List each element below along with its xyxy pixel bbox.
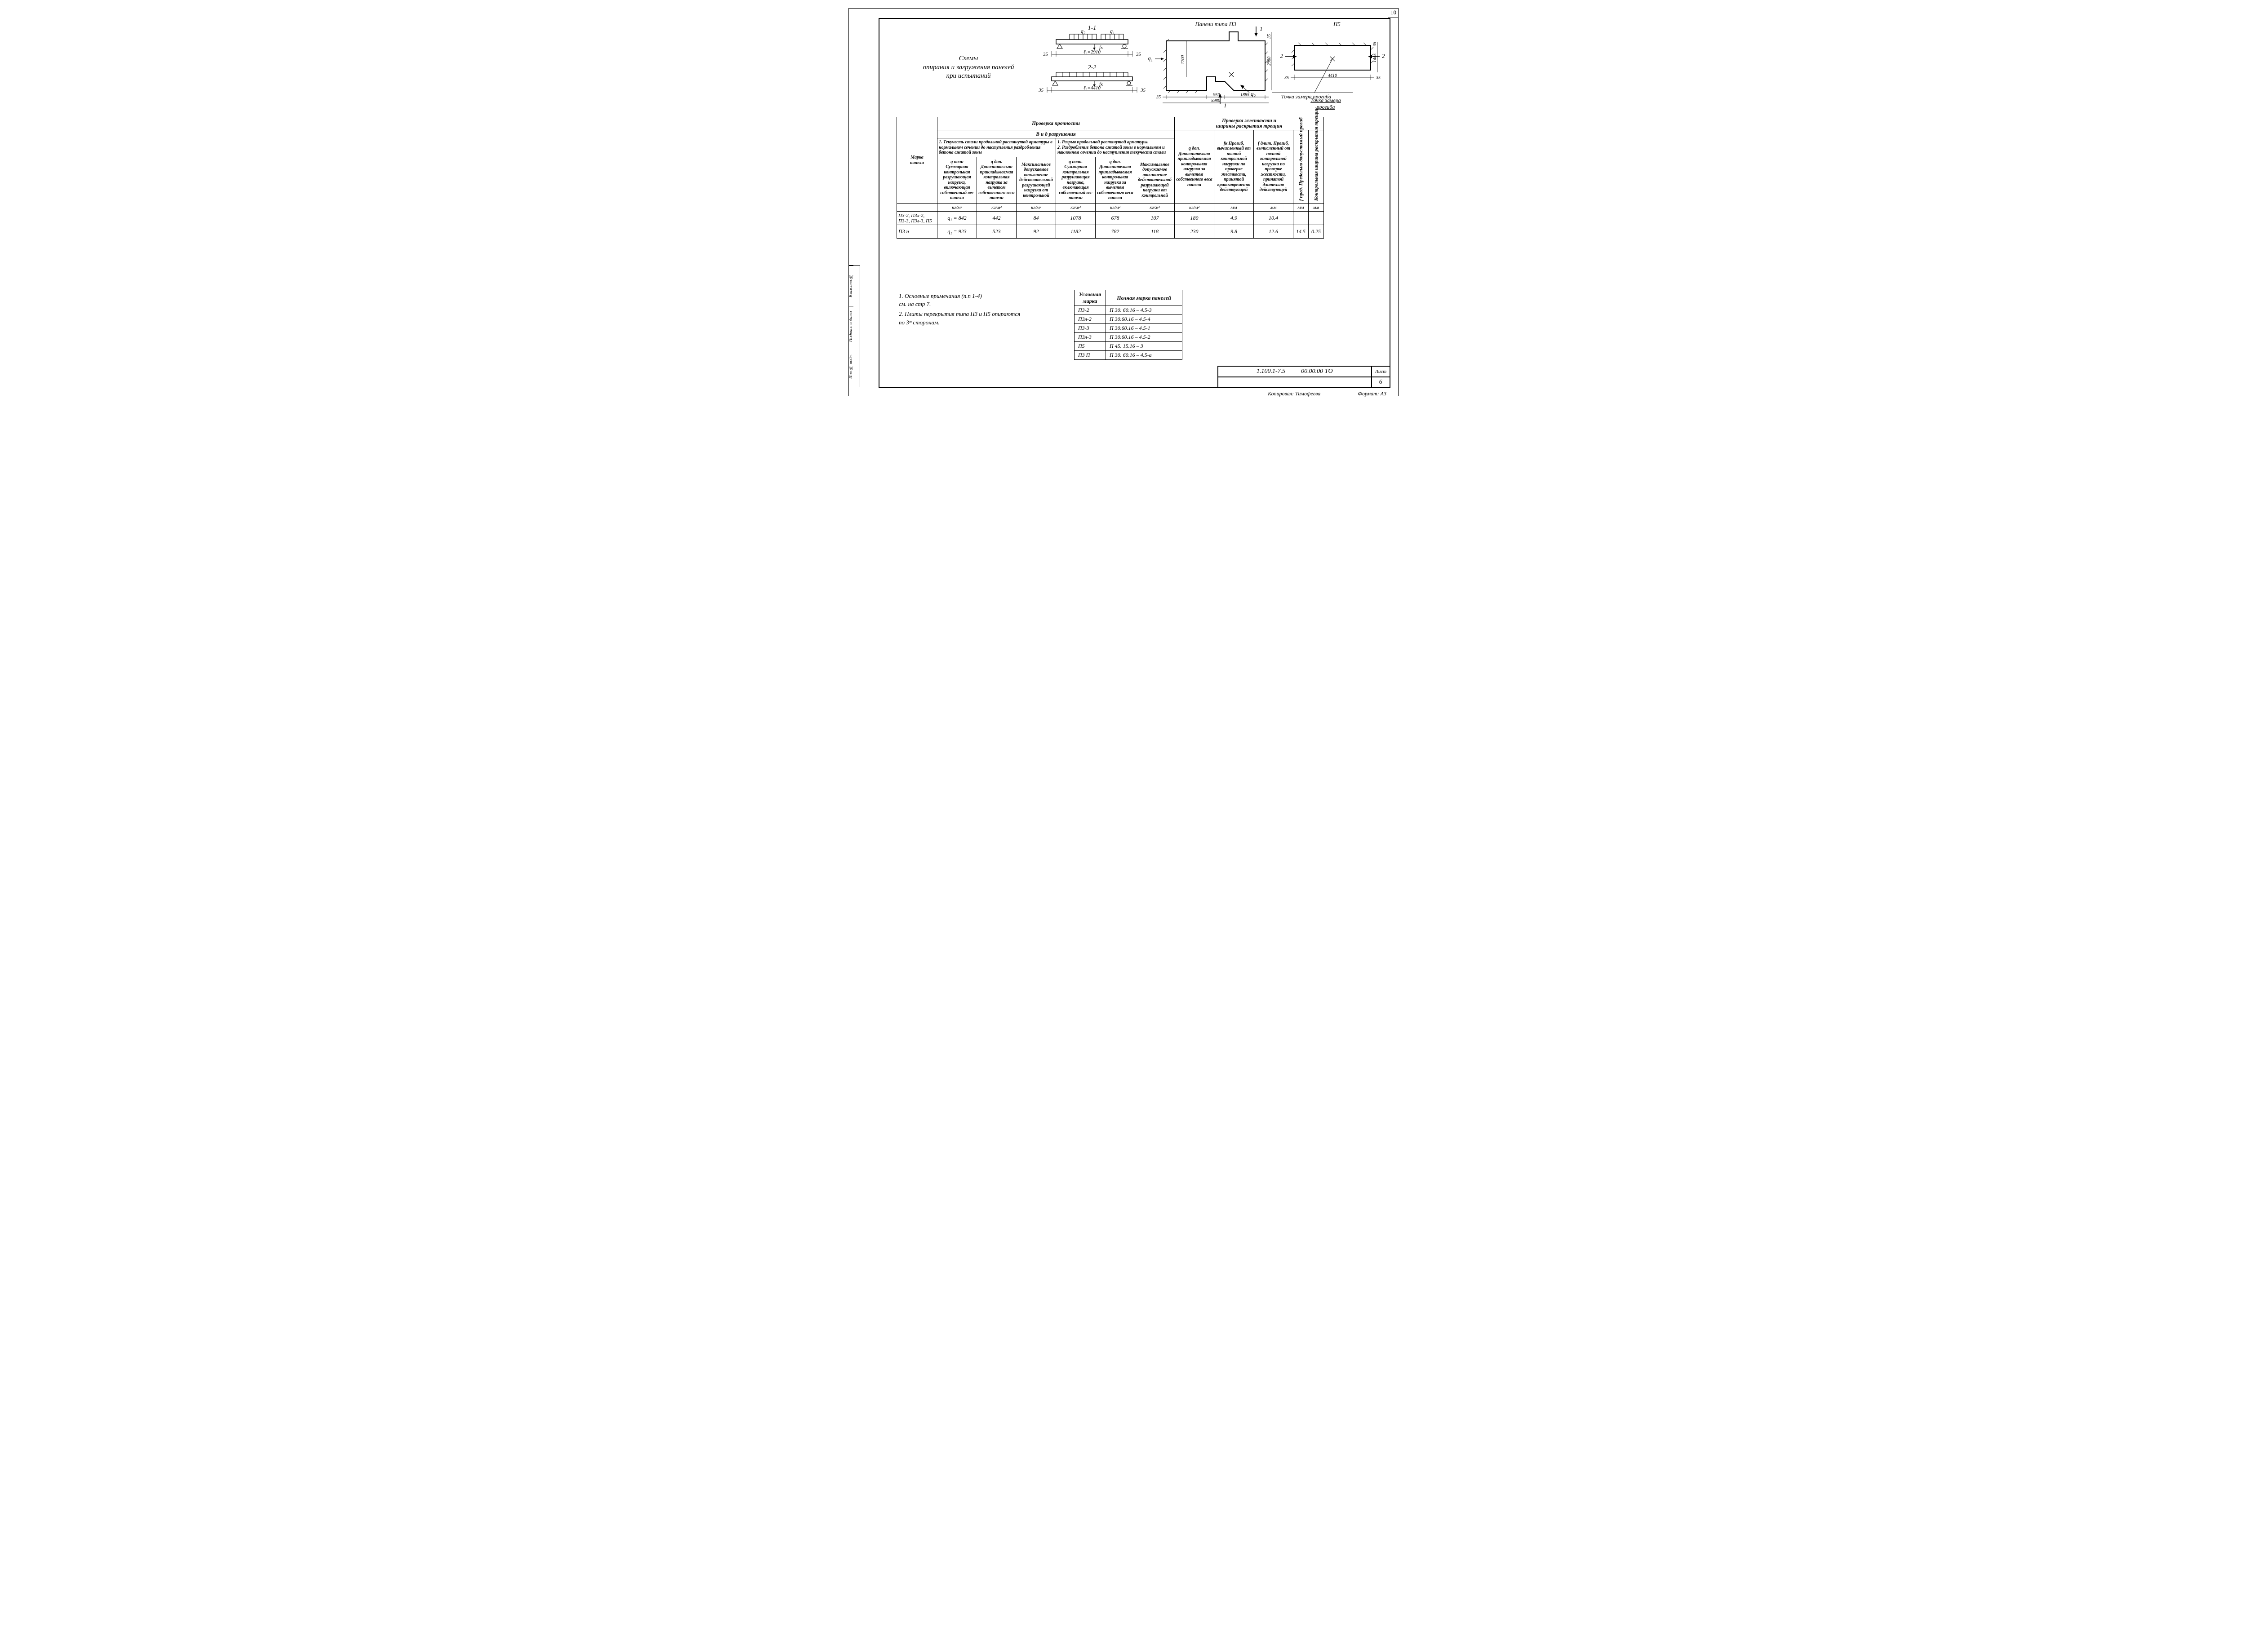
destr1: 1. Текучесть стали продольной растянутой… [937, 138, 1056, 157]
row-destruction: В и д разрушения [937, 130, 1175, 138]
svg-text:2: 2 [1382, 53, 1385, 59]
note-2: 2. Плиты перекрытия типа П3 и П5 опирают… [899, 310, 1065, 326]
c5: q доп. Дополнительно прикладываемая конт… [1096, 157, 1135, 203]
svg-text:35: 35 [1372, 42, 1377, 47]
unit-row: кг/м²кг/м²кг/м² кг/м²кг/м²кг/м² кг/м²ммм… [897, 204, 1324, 212]
svg-text:П5: П5 [1333, 21, 1341, 27]
drawing-sheet: 10 Взам.инв.№ Подпись и дата Инв.№ подл.… [845, 4, 1402, 400]
group-strength: Проверка прочности [937, 117, 1175, 130]
marks-h1: Условная марка [1075, 290, 1106, 306]
table-row: П3 ПП 30. 60.16 – 4.5-а [1075, 351, 1182, 360]
col-marka: Марка панели [897, 117, 937, 204]
svg-text:1: 1 [1260, 26, 1263, 32]
label-2-2: 2-2 [1088, 64, 1097, 71]
svg-text:1700: 1700 [1181, 55, 1186, 64]
side-cell: Инв.№ подл. [848, 346, 853, 387]
c3: Максимальное допускаемое отклонение дейс… [1017, 157, 1056, 203]
drawing-code: 1.100.1-7.5 00.00.00 ТО [1218, 366, 1372, 377]
page-number: 10 [1388, 8, 1399, 18]
section-diagrams: 1-1 q₂ q₁ [1038, 21, 1146, 113]
svg-text:q₁: q₁ [1148, 55, 1153, 62]
list-number: 6 [1372, 377, 1390, 388]
svg-text:4410: 4410 [1328, 73, 1337, 78]
svg-text:1445: 1445 [1372, 53, 1377, 62]
copied-by: Копировал: Тимофеева [1268, 390, 1320, 397]
table-row: П3-3П 30.60.16 – 4.5-1 [1075, 324, 1182, 333]
svg-text:950: 950 [1213, 93, 1220, 97]
c9: f длит. Прогиб, вычисленный от полной ко… [1254, 130, 1293, 204]
main-table: Марка панели Проверка прочности Проверка… [897, 117, 1324, 239]
svg-text:35: 35 [1140, 88, 1146, 93]
svg-text:35: 35 [1038, 88, 1044, 93]
svg-text:35: 35 [1043, 52, 1048, 57]
table-row: П3-2, П3л-2, П3-3, П3л-3, П5 q₁ = 842 44… [897, 212, 1324, 225]
format: Формат: А3 [1358, 390, 1386, 397]
svg-text:1885: 1885 [1240, 93, 1249, 97]
c11: Контрольная ширина раскрытия трещин [1309, 130, 1324, 204]
diagrams-area: Схемы опирания и загружения панелей при … [885, 21, 1386, 113]
table-row: П3-2П 30. 60.16 – 4.5-3 [1075, 306, 1182, 315]
svg-text:35: 35 [1376, 75, 1381, 80]
svg-text:q₂: q₂ [1081, 28, 1085, 34]
table-row: П5П 45. 15.16 – 3 [1075, 342, 1182, 351]
c6: Максимальное допускаемое отклонение дейс… [1135, 157, 1175, 203]
svg-text:5980: 5980 [1211, 98, 1220, 103]
destr2: 1. Разрыв продольной растянутой арматуры… [1056, 138, 1175, 157]
scheme-title: Схемы опирания и загружения панелей при … [910, 54, 1027, 81]
svg-text:Панели типа П3: Панели типа П3 [1195, 21, 1236, 27]
deflection-point-note: Точка замера прогиба [1281, 97, 1371, 111]
c8: fк Прогиб, вычисленный от полной контрол… [1214, 130, 1254, 204]
c1: q полн Суммарная контрольная разрушающая… [937, 157, 977, 203]
marks-table: Условная марка Полная марка панелей П3-2… [1074, 290, 1182, 360]
side-cell: Подпись и дата [848, 306, 853, 346]
svg-text:35: 35 [1284, 75, 1289, 80]
c4: q полн. Суммарная контрольная разрушающа… [1056, 157, 1096, 203]
c2: q доп. Дополнительно прикладываемая конт… [977, 157, 1017, 203]
c10: f пред. Предельно допустимый прогиб [1293, 130, 1309, 204]
svg-text:ℓ₀=4410: ℓ₀=4410 [1084, 85, 1101, 91]
load-q1 [1101, 34, 1124, 40]
svg-text:2980: 2980 [1267, 57, 1272, 66]
notes: 1. Основные примечания (п.п 1-4) см. на … [899, 292, 1065, 327]
table-row: П3 п q₁ = 923 52392 1182782118 2309.812.… [897, 225, 1324, 239]
svg-text:2: 2 [1280, 53, 1283, 59]
plan-p3: Панели типа П3 q₁ q₂ 1 [1148, 21, 1283, 115]
table-row: П3л-2П 30.60.16 – 4.5-4 [1075, 315, 1182, 324]
svg-text:q₂: q₂ [1251, 90, 1256, 97]
svg-text:35: 35 [1156, 95, 1161, 100]
side-cell: Взам.инв.№ [848, 266, 853, 306]
side-stamp: Взам.инв.№ Подпись и дата Инв.№ подл. [848, 265, 860, 387]
table-row: П3л-3П 30.60.16 – 4.5-2 [1075, 333, 1182, 342]
list-label: Лист [1372, 366, 1390, 377]
svg-text:ℓ₀=2910: ℓ₀=2910 [1084, 49, 1101, 55]
svg-text:q₁: q₁ [1110, 28, 1115, 34]
svg-text:35: 35 [1267, 34, 1272, 39]
load-q2 [1070, 34, 1097, 40]
marks-h2: Полная марка панелей [1106, 290, 1182, 306]
title-block: 1.100.1-7.5 00.00.00 ТО Лист 6 [1217, 366, 1390, 388]
label-1-1: 1-1 [1088, 25, 1097, 31]
c7: q доп. Дополнительно прикладываемая конт… [1175, 130, 1214, 204]
svg-text:35: 35 [1136, 52, 1141, 57]
note-1: 1. Основные примечания (п.п 1-4) см. на … [899, 292, 1065, 308]
footer: Копировал: Тимофеева Формат: А3 [1232, 390, 1386, 397]
